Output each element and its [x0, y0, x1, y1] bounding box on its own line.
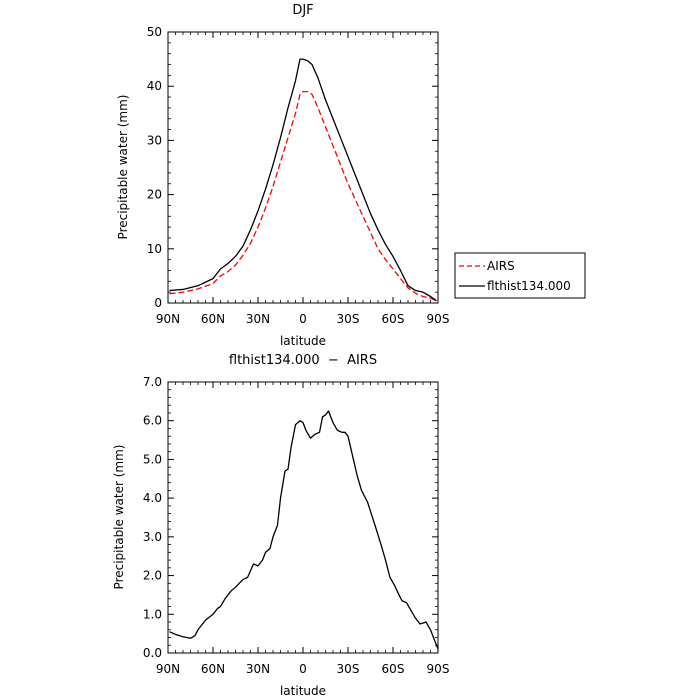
- x-axis-label: latitude: [280, 684, 326, 698]
- series-line-difference: [169, 410, 439, 650]
- series-line-airs: [169, 90, 437, 302]
- y-tick-label: 40: [147, 79, 162, 93]
- x-tick-label: 0: [299, 312, 307, 326]
- x-tick-label: 90N: [156, 662, 180, 676]
- y-tick-label: 4.0: [143, 491, 162, 505]
- y-tick-label: 50: [147, 25, 162, 39]
- x-tick-label: 60N: [201, 312, 225, 326]
- legend-label-airs: AIRS: [487, 259, 515, 273]
- panel-difference: flthist134.000 − AIRS 90N 60N 30N 0 30S 60S 90…: [112, 353, 449, 698]
- chart-title: DJF: [292, 3, 313, 18]
- x-tick-label: 0: [299, 662, 307, 676]
- x-tick-label: 30N: [246, 662, 270, 676]
- legend-box: [454, 252, 586, 299]
- y-tick-label: 7.0: [143, 375, 162, 389]
- y-axis-label: Precipitable water (mm): [116, 95, 130, 240]
- x-axis-label: latitude: [280, 334, 326, 348]
- plot-frame: [167, 31, 439, 304]
- x-tick-label: 90S: [427, 662, 450, 676]
- x-tick-label: 90N: [156, 312, 180, 326]
- legend: AIRS flthist134.000: [454, 252, 586, 299]
- y-tick-label: 3.0: [143, 530, 162, 544]
- y-tick-label: 10: [147, 242, 162, 256]
- x-tick-label: 60S: [382, 662, 405, 676]
- y-tick-label: 0: [154, 296, 162, 310]
- panel-djf: DJF 90N 60N 30N 0 30S 60S 90S 0 10 20 30 40 50 latit…: [116, 3, 586, 348]
- y-tick-label: 6.0: [143, 414, 162, 428]
- legend-label-model: flthist134.000: [487, 279, 571, 293]
- x-tick-label: 60S: [382, 312, 405, 326]
- y-tick-label: 1.0: [143, 607, 162, 621]
- y-tick-label: 0.0: [143, 646, 162, 660]
- x-tick-label: 30S: [337, 312, 360, 326]
- y-axis-label: Precipitable water (mm): [112, 445, 126, 590]
- chart-title: flthist134.000 − AIRS: [229, 353, 377, 368]
- y-tick-label: 20: [147, 188, 162, 202]
- y-tick-label: 5.0: [143, 452, 162, 466]
- y-tick-label: 30: [147, 133, 162, 147]
- x-tick-label: 30N: [246, 312, 270, 326]
- y-tick-label: 2.0: [143, 569, 162, 583]
- x-tick-label: 30S: [337, 662, 360, 676]
- x-tick-label: 60N: [201, 662, 225, 676]
- series-line-flthist134-000: [169, 58, 437, 302]
- x-tick-label: 90S: [427, 312, 450, 326]
